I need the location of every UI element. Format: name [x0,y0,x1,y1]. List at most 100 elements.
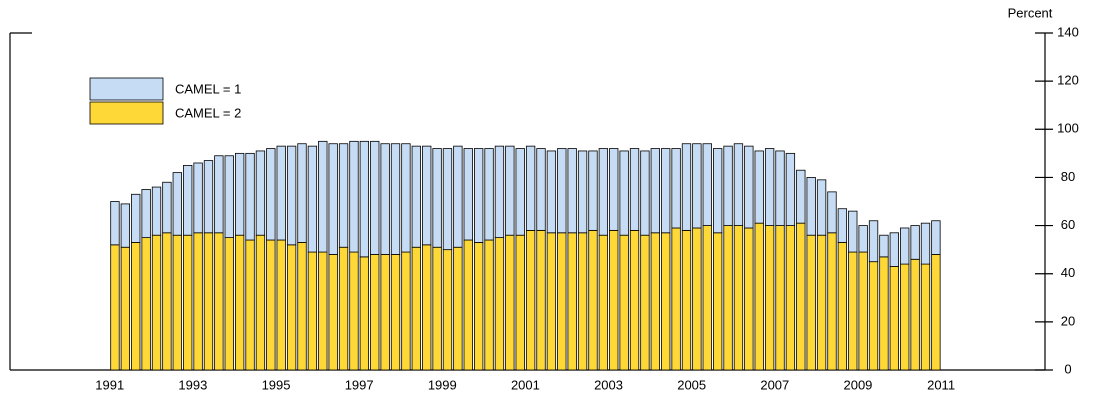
bar-segment [785,152,796,226]
bar-segment [640,150,650,236]
bar-segment [494,145,505,239]
bar-segment [733,225,744,371]
bar-segment [224,155,234,239]
bar-segment [245,239,255,371]
x-tick-label: 2007 [760,377,789,392]
y-tick-label: 80 [1061,169,1075,184]
bar-segment [681,229,692,371]
bar-segment [764,225,775,371]
bar-segment [162,232,172,371]
x-tick-label: 2001 [511,377,540,392]
bar-segment [910,225,920,260]
bar-segment [827,191,837,234]
bar-segment [359,140,370,258]
bar-segment [432,148,442,248]
bar-segment [110,244,120,371]
bar-segment [422,145,432,246]
bar-segment [120,246,131,371]
x-tick-label: 1993 [178,377,207,392]
bar-segment [723,145,733,226]
bar-segment [733,143,744,226]
bar-segment [806,234,816,371]
bar-segment [172,234,182,371]
bar-segment [858,225,868,253]
legend-swatch [89,77,164,101]
bar-segment [671,148,681,229]
bar-segment [723,225,733,371]
legend-swatch [89,101,164,125]
legend-label: CAMEL = 2 [175,105,241,120]
bar-segment [276,145,286,241]
bar-segment [401,251,411,371]
bar-segment [536,148,546,231]
bar-segment [214,232,224,371]
bar-segment [224,237,234,371]
bar-segment [577,232,588,371]
bar-segment [380,254,390,371]
bar-segment [931,220,941,255]
bar-segment [661,148,671,234]
bar-segment [286,145,297,246]
bar-segment [598,148,609,236]
bar-segment [442,148,453,251]
bar-segment [692,143,702,229]
bar-segment [640,234,650,371]
bar-segment [900,263,910,371]
y-tick-label: 40 [1061,265,1075,280]
bar-segment [380,143,390,255]
bar-segment [453,246,463,371]
x-tick-label: 2011 [927,377,955,392]
bar-segment [411,145,421,248]
bar-segment [796,169,806,224]
bar-segment [307,145,318,253]
bar-segment [848,210,858,253]
bar-segment [494,237,505,371]
y-tick-label: 60 [1061,217,1075,232]
bar-segment [390,254,401,371]
bar-segment [162,181,172,234]
bar-segment [422,244,432,371]
bar-segment [234,234,245,371]
bar-segment [681,143,692,231]
bar-segment [338,143,349,248]
y-tick-label: 140 [1057,24,1079,39]
bar-segment [505,234,515,371]
bar-segment [879,256,889,371]
bar-segment [203,160,214,234]
bar-segment [266,239,276,371]
bar-segment [390,143,401,255]
bar-segment [328,143,338,255]
bar-segment [775,225,785,371]
bar-segment [234,152,245,236]
bar-segment [370,254,380,371]
bar-segment [473,148,484,243]
bar-segment [515,148,525,236]
bar-segment [141,189,151,239]
bar-segment [297,242,307,371]
bar-segment [536,229,546,371]
bar-segment [453,145,463,248]
bar-segment [463,239,473,371]
y-tick-label: 100 [1057,121,1079,136]
bar-segment [318,251,328,371]
bar-segment [411,246,421,371]
bar-segment [297,143,307,243]
bar-segment [473,242,484,371]
bar-segment [837,208,848,243]
bar-segment [370,140,380,255]
x-tick-label: 1995 [262,377,291,392]
bar-segment [131,242,141,371]
bar-segment [598,234,609,371]
bar-segment [546,232,557,371]
bar-segment [567,148,577,234]
bar-segment [650,232,660,371]
bar-segment [183,234,193,371]
bar-segment [525,229,536,371]
bar-segment [120,203,131,248]
x-tick-label: 2003 [594,377,623,392]
bar-segment [276,239,286,371]
bar-segment [131,193,141,243]
bar-segment [151,186,162,236]
bar-segment [401,143,411,253]
bar-segment [349,251,359,371]
